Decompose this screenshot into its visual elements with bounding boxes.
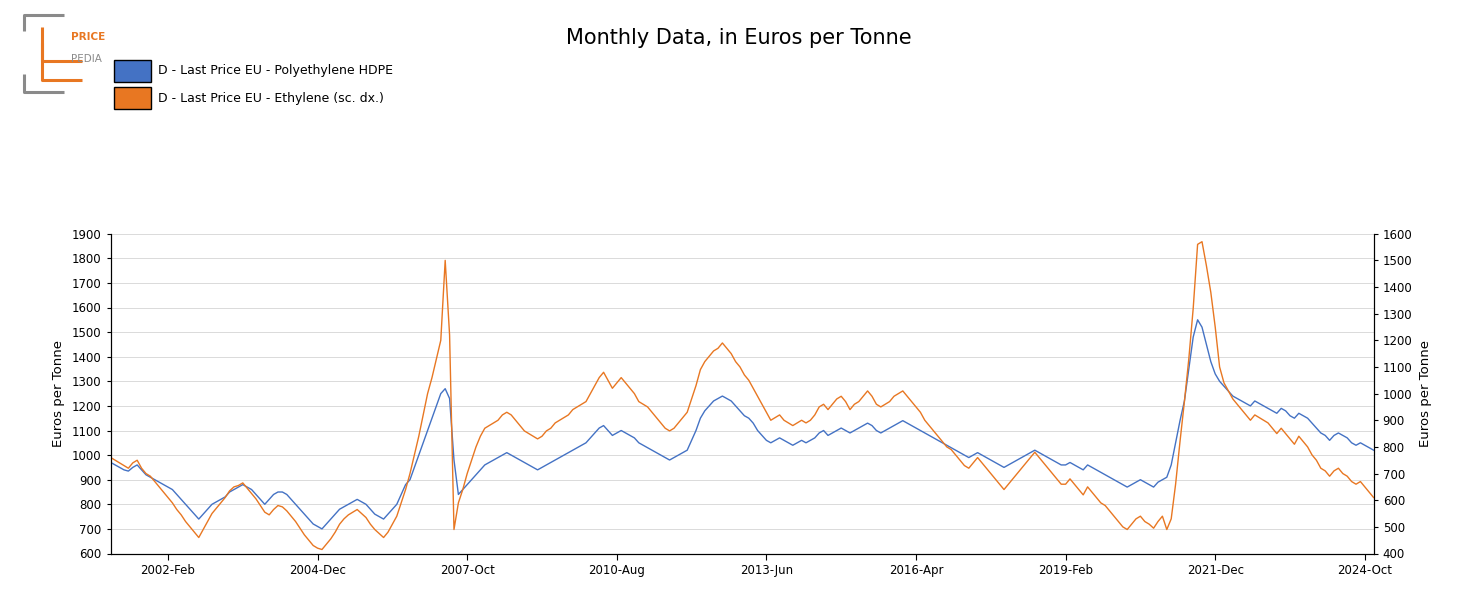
Text: D - Last Price EU - Polyethylene HDPE: D - Last Price EU - Polyethylene HDPE bbox=[158, 64, 393, 77]
Text: PEDIA: PEDIA bbox=[71, 54, 102, 64]
Text: PRICE: PRICE bbox=[71, 32, 105, 42]
Text: D - Last Price EU - Ethylene (sc. dx.): D - Last Price EU - Ethylene (sc. dx.) bbox=[158, 92, 384, 105]
Y-axis label: Euros per Tonne: Euros per Tonne bbox=[1419, 340, 1433, 447]
Y-axis label: Euros per Tonne: Euros per Tonne bbox=[52, 340, 65, 447]
Text: Monthly Data, in Euros per Tonne: Monthly Data, in Euros per Tonne bbox=[566, 28, 911, 48]
